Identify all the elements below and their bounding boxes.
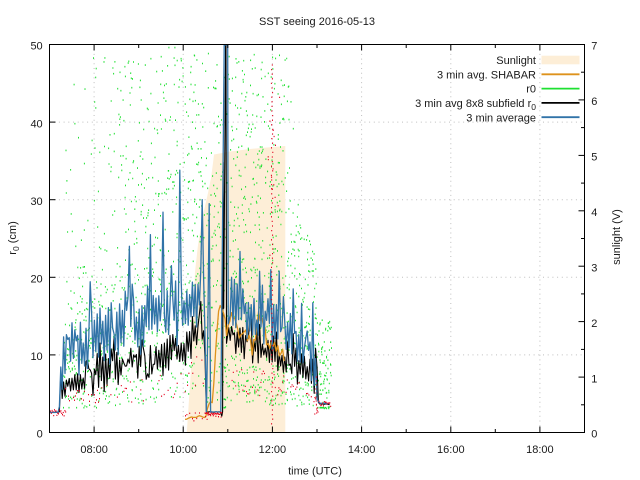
svg-text:4: 4 — [591, 207, 597, 219]
svg-text:10: 10 — [30, 351, 42, 363]
svg-text:14:00: 14:00 — [348, 444, 376, 456]
svg-text:SST seeing 2016-05-13: SST seeing 2016-05-13 — [259, 16, 375, 28]
svg-text:5: 5 — [591, 152, 597, 164]
svg-text:sunlight (V): sunlight (V) — [611, 209, 623, 265]
svg-text:Sunlight: Sunlight — [496, 55, 536, 67]
svg-text:16:00: 16:00 — [437, 444, 465, 456]
svg-text:3 min avg 8x8 subfield r0: 3 min avg 8x8 subfield r0 — [415, 98, 536, 112]
svg-text:2: 2 — [591, 318, 597, 330]
svg-text:18:00: 18:00 — [526, 444, 554, 456]
svg-text:0: 0 — [591, 429, 597, 441]
svg-text:time (UTC): time (UTC) — [288, 466, 342, 478]
svg-text:3: 3 — [591, 262, 597, 274]
svg-text:30: 30 — [30, 196, 42, 208]
svg-text:r0 (cm): r0 (cm) — [7, 221, 21, 254]
svg-text:3 min avg. SHABAR: 3 min avg. SHABAR — [437, 69, 536, 81]
svg-text:7: 7 — [591, 41, 597, 53]
svg-text:10:00: 10:00 — [169, 444, 197, 456]
svg-text:50: 50 — [30, 41, 42, 53]
svg-text:08:00: 08:00 — [80, 444, 108, 456]
svg-text:r0: r0 — [526, 84, 536, 96]
svg-text:0: 0 — [37, 429, 43, 441]
svg-text:6: 6 — [591, 96, 597, 108]
svg-text:3 min average: 3 min average — [466, 112, 536, 124]
svg-text:1: 1 — [591, 373, 597, 385]
svg-text:20: 20 — [30, 274, 42, 286]
svg-text:40: 40 — [30, 118, 42, 130]
svg-text:12:00: 12:00 — [259, 444, 287, 456]
